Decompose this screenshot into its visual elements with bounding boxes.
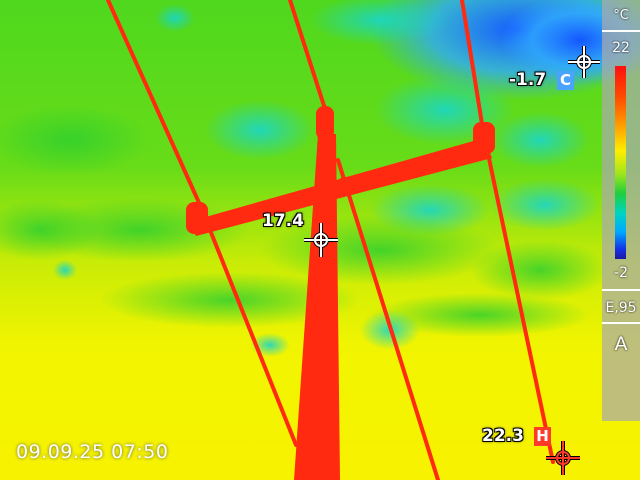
center-crosshair-icon: [304, 223, 338, 257]
cold-spot-crosshair-icon: [568, 46, 600, 78]
hot-spot-tag: H: [534, 427, 551, 446]
divider: [602, 322, 640, 324]
left-wire: [106, 0, 202, 207]
insulator-right: [473, 122, 495, 154]
right-guy-wire: [481, 128, 555, 464]
brace-right: [340, 168, 404, 190]
divider: [602, 30, 640, 32]
pole-shaft: [294, 134, 340, 480]
emissivity-label: E,95: [605, 300, 637, 316]
range-mode-label[interactable]: A: [614, 333, 628, 355]
unit-label: °C: [613, 8, 629, 23]
timestamp: 09.09.25 07:50: [16, 441, 169, 463]
temperature-palette-panel[interactable]: °C 22 -2 E,95 A: [602, 0, 640, 421]
cold-spot-tag: C: [557, 71, 574, 90]
colorbar-icon: [615, 66, 626, 259]
center-guy-wire: [336, 158, 440, 480]
divider: [602, 289, 640, 291]
scale-min-label: -2: [614, 265, 628, 281]
power-lines: [106, 0, 555, 480]
hot-spot-value: 22.3: [482, 426, 524, 446]
utility-pole: [186, 106, 495, 480]
insulator-left: [186, 202, 208, 234]
right-wire: [460, 0, 485, 132]
center-wire: [288, 0, 328, 114]
hot-spot-crosshair-icon: [546, 441, 580, 475]
cold-spot-value: -1.7: [509, 70, 547, 90]
center-spot-value: 17.4: [262, 211, 304, 231]
scale-max-label: 22: [612, 40, 630, 56]
pole-top: [316, 106, 334, 140]
left-guy-wire: [198, 203, 298, 447]
crossarm: [188, 138, 492, 236]
